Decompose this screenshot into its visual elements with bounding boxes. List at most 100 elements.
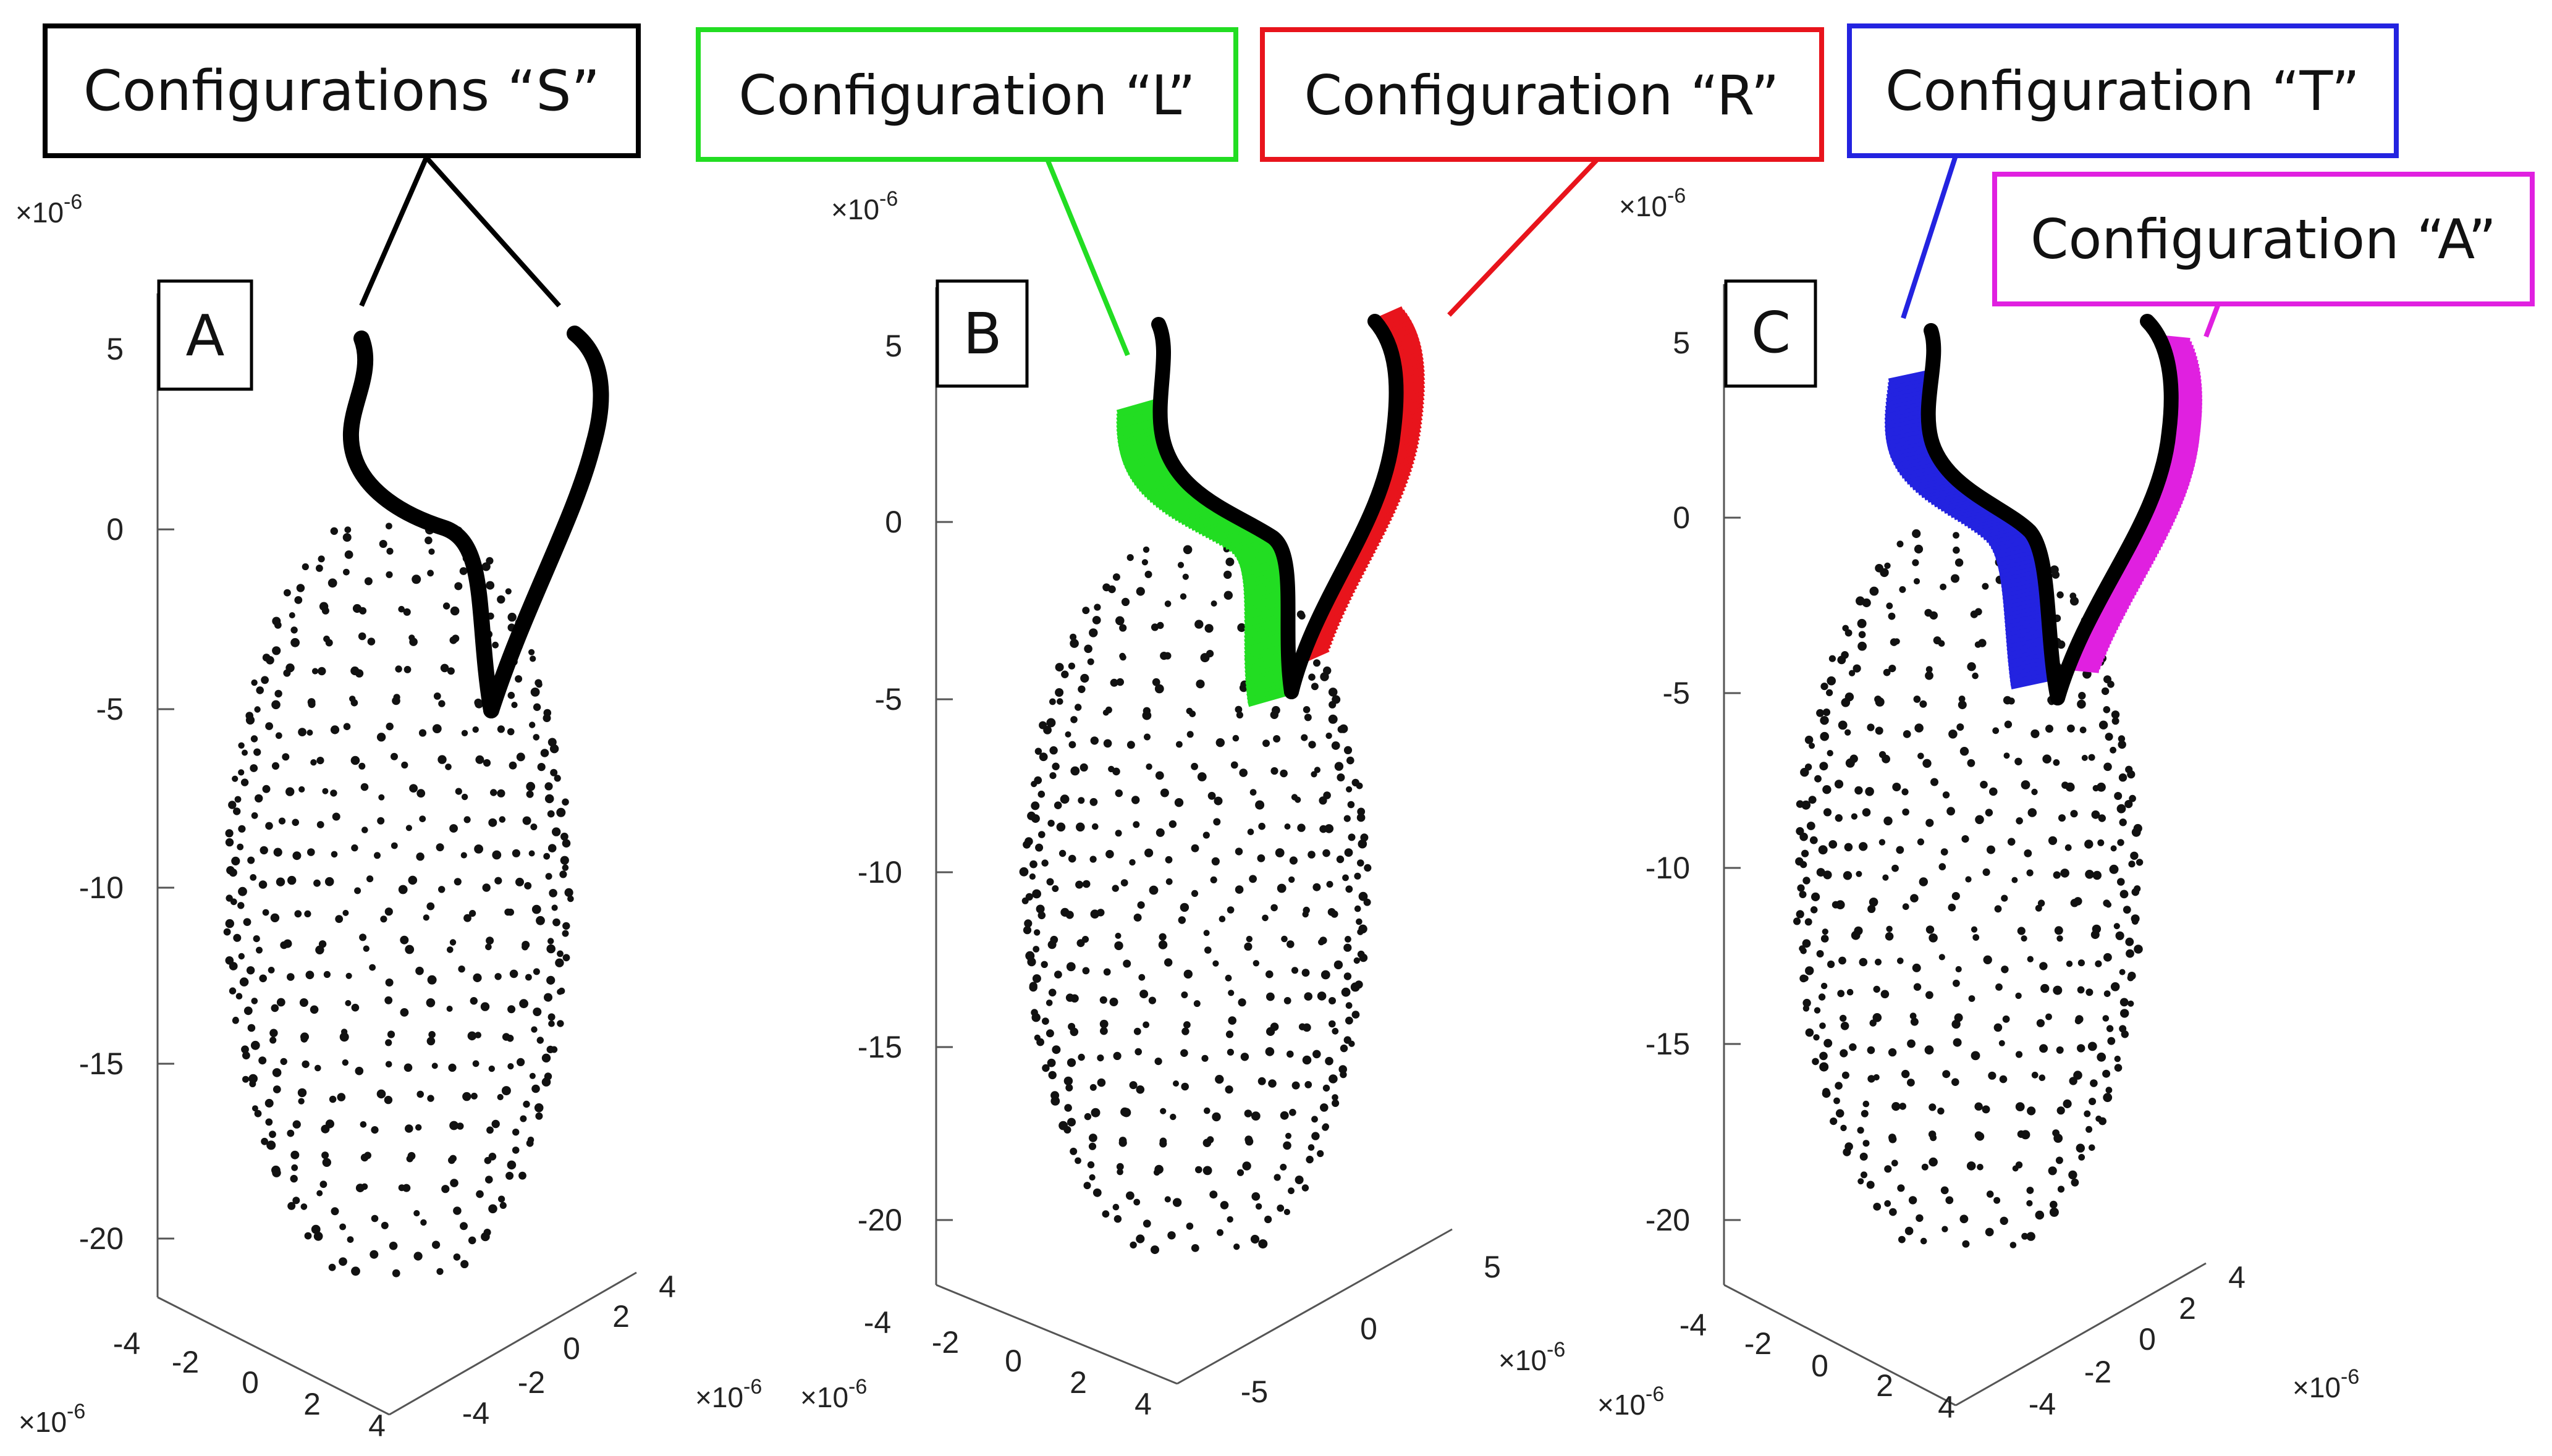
body-dot bbox=[1346, 786, 1353, 793]
z-tick-label: -15 bbox=[858, 1030, 902, 1064]
body-dot bbox=[2045, 1013, 2052, 1020]
body-dot bbox=[1896, 846, 1904, 854]
body-dot bbox=[1304, 1081, 1312, 1088]
body-dot bbox=[364, 577, 373, 586]
body-dot bbox=[1925, 666, 1933, 673]
body-dot bbox=[426, 1037, 436, 1046]
body-dot bbox=[526, 790, 534, 798]
body-dot bbox=[1143, 1021, 1149, 1029]
body-dot bbox=[2090, 1079, 2098, 1087]
body-dot bbox=[2056, 640, 2066, 649]
body-dot bbox=[472, 1060, 480, 1067]
body-dot bbox=[1994, 905, 2002, 913]
panel-b: ×10-6 5 0 -5 -10 -15 -20 -4 -2 0 2 4 -5 … bbox=[695, 27, 1824, 1421]
body-dot bbox=[1144, 570, 1152, 578]
body-dot bbox=[1075, 1157, 1081, 1164]
y-tick-label: -2 bbox=[2084, 1355, 2111, 1389]
body-dot bbox=[1120, 654, 1126, 661]
body-dot bbox=[1070, 1027, 1079, 1037]
body-dot bbox=[2055, 1156, 2063, 1164]
body-dot bbox=[2119, 818, 2127, 827]
body-dot bbox=[1998, 1040, 2005, 1046]
body-dot bbox=[547, 938, 554, 945]
panel-b-z-tick-labels: 5 0 -5 -10 -15 -20 bbox=[858, 329, 902, 1237]
body-dot bbox=[507, 728, 515, 736]
sweep-hatch bbox=[1118, 436, 1164, 454]
body-dot bbox=[1219, 915, 1226, 922]
body-dot bbox=[450, 1179, 458, 1187]
z-tick-label: 0 bbox=[1673, 500, 1690, 535]
body-dot bbox=[1938, 954, 1945, 961]
body-dot bbox=[298, 1098, 305, 1105]
body-dot bbox=[1888, 665, 1896, 673]
body-dot bbox=[2077, 959, 2085, 967]
body-dot bbox=[1841, 698, 1851, 707]
body-dot bbox=[2042, 754, 2051, 764]
body-dot bbox=[1353, 957, 1360, 964]
body-dot bbox=[2097, 1052, 2106, 1062]
body-dot bbox=[2090, 930, 2100, 940]
config-t-leader-line bbox=[1901, 154, 1958, 319]
body-dot bbox=[1112, 1203, 1120, 1211]
body-dot bbox=[1244, 942, 1253, 951]
body-dot bbox=[1126, 554, 1134, 562]
panel-c-left-flagellum bbox=[1920, 323, 2065, 705]
body-dot bbox=[541, 1053, 551, 1063]
body-dot bbox=[1029, 860, 1037, 869]
body-dot bbox=[1033, 946, 1040, 953]
body-dot bbox=[1795, 857, 1804, 866]
body-dot bbox=[1891, 1102, 1901, 1111]
body-dot bbox=[1115, 789, 1123, 797]
body-dot bbox=[1061, 670, 1069, 678]
body-dot bbox=[1343, 972, 1352, 980]
body-dot bbox=[1099, 1019, 1109, 1029]
body-dot bbox=[1225, 974, 1232, 982]
body-dot bbox=[2008, 697, 2015, 705]
body-dot bbox=[323, 970, 331, 978]
y-tick-label: -2 bbox=[518, 1365, 545, 1400]
body-dot bbox=[1025, 837, 1033, 846]
body-dot bbox=[2128, 861, 2136, 868]
body-dot bbox=[1277, 1204, 1285, 1212]
body-dot bbox=[1909, 1012, 1917, 1020]
body-dot bbox=[543, 852, 551, 860]
body-dot bbox=[1907, 1079, 1915, 1087]
body-dot bbox=[426, 902, 435, 911]
body-dot bbox=[1835, 1082, 1843, 1090]
body-dot bbox=[321, 1151, 329, 1159]
panel-a-cell-body bbox=[223, 523, 574, 1277]
body-dot bbox=[260, 846, 268, 855]
body-dot bbox=[511, 702, 518, 709]
body-dot bbox=[276, 998, 285, 1007]
body-dot bbox=[2085, 988, 2094, 996]
body-dot bbox=[1812, 1058, 1819, 1066]
body-dot bbox=[528, 850, 535, 857]
body-dot bbox=[483, 759, 491, 767]
body-dot bbox=[1924, 1045, 1934, 1055]
body-dot bbox=[349, 696, 356, 702]
body-dot bbox=[1951, 1019, 1961, 1029]
body-dot bbox=[1065, 731, 1071, 738]
body-dot bbox=[359, 607, 367, 615]
body-dot bbox=[484, 1156, 492, 1164]
body-dot bbox=[461, 730, 468, 737]
body-dot bbox=[1070, 639, 1079, 648]
body-dot bbox=[1281, 935, 1288, 943]
y-tick-label: 5 bbox=[1484, 1250, 1501, 1284]
body-dot bbox=[327, 578, 337, 588]
body-dot bbox=[1210, 876, 1217, 883]
body-dot bbox=[1793, 917, 1801, 925]
body-dot bbox=[1874, 696, 1882, 703]
body-dot bbox=[262, 909, 269, 916]
body-dot bbox=[2111, 717, 2119, 725]
body-dot bbox=[2021, 780, 2030, 789]
body-dot bbox=[531, 904, 541, 914]
body-dot bbox=[1819, 1022, 1826, 1029]
body-dot bbox=[1930, 778, 1938, 786]
body-dot bbox=[1912, 963, 1921, 972]
body-dot bbox=[1081, 936, 1089, 943]
body-dot bbox=[456, 1122, 464, 1130]
sweep-hatch bbox=[1123, 451, 1168, 469]
body-dot bbox=[1810, 906, 1818, 914]
body-dot bbox=[1159, 933, 1167, 941]
